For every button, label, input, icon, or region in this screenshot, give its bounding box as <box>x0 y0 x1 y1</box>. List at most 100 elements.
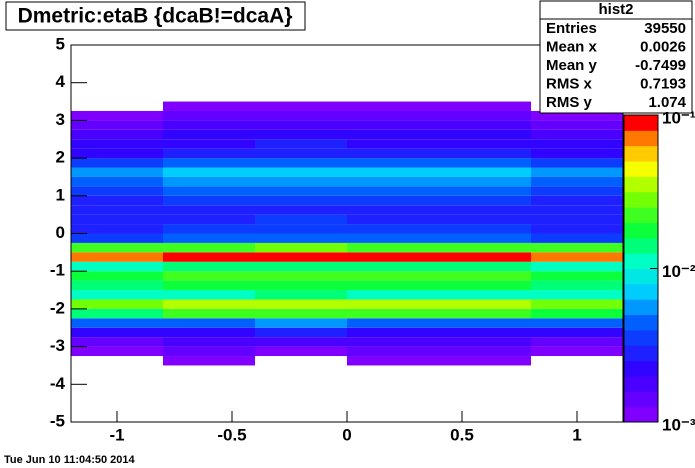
cell <box>255 233 347 243</box>
palette-step <box>624 130 658 147</box>
cell <box>531 205 623 215</box>
cell <box>439 261 531 272</box>
z-tick-label: 10⁻³ <box>662 415 695 434</box>
cell <box>439 356 531 366</box>
cell <box>255 242 347 253</box>
cell <box>255 158 347 168</box>
chart-title: Dmetric:etaB {dcaB!=dcaA} <box>18 5 293 28</box>
cell <box>163 299 255 309</box>
palette-step <box>624 391 658 408</box>
y-tick-label: 3 <box>56 110 65 129</box>
palette-step <box>624 314 658 331</box>
cell <box>255 139 347 149</box>
cell <box>71 346 163 357</box>
cell <box>347 214 439 225</box>
cell <box>531 346 623 357</box>
stats-label: Mean x <box>546 38 598 55</box>
x-tick-label: 0.5 <box>450 425 474 444</box>
y-tick-label: 2 <box>56 148 65 167</box>
cell <box>163 308 255 319</box>
cell <box>347 129 439 140</box>
cell <box>71 110 163 121</box>
cell <box>71 139 163 149</box>
cell <box>255 129 347 140</box>
cell <box>163 224 255 234</box>
cell <box>255 261 347 272</box>
palette-step <box>624 145 658 162</box>
cell <box>255 290 347 300</box>
cell <box>71 327 163 338</box>
cell <box>531 214 623 225</box>
cell <box>347 148 439 159</box>
cell <box>531 280 623 291</box>
cell <box>163 337 255 347</box>
cell <box>347 110 439 121</box>
cell <box>71 233 163 243</box>
cell <box>347 167 439 177</box>
cell <box>163 101 255 111</box>
cell <box>71 337 163 347</box>
cell <box>531 195 623 206</box>
cell <box>439 186 531 196</box>
cell <box>255 337 347 347</box>
palette-step <box>624 161 658 177</box>
cell <box>163 205 255 215</box>
cell <box>71 271 163 281</box>
palette-step <box>624 222 658 239</box>
cell <box>347 308 439 319</box>
cell <box>71 205 163 215</box>
cell <box>347 242 439 253</box>
cell <box>531 299 623 309</box>
cell <box>255 176 347 187</box>
y-tick-label: -4 <box>50 374 66 393</box>
stats-label: Mean y <box>546 57 598 74</box>
cell <box>255 148 347 159</box>
cell <box>255 186 347 196</box>
cell <box>347 186 439 196</box>
cell <box>71 290 163 300</box>
y-tick-label: 1 <box>56 185 65 204</box>
cell <box>163 186 255 196</box>
cell <box>531 148 623 159</box>
cell <box>347 356 439 366</box>
palette-step <box>624 375 658 392</box>
cell <box>531 242 623 253</box>
cell <box>255 271 347 281</box>
palette-step <box>624 207 658 223</box>
cell <box>439 271 531 281</box>
cell <box>347 205 439 215</box>
cell <box>255 346 347 357</box>
cell <box>347 290 439 300</box>
cell <box>347 346 439 357</box>
cell <box>163 110 255 121</box>
cell <box>163 290 255 300</box>
cell <box>163 327 255 338</box>
cell <box>531 167 623 177</box>
cell <box>439 195 531 206</box>
cell <box>71 214 163 225</box>
cell <box>255 327 347 338</box>
cell <box>163 139 255 149</box>
cell <box>531 337 623 347</box>
cell <box>163 280 255 291</box>
y-tick-label: 0 <box>56 223 65 242</box>
stats-value: -0.7499 <box>635 57 686 74</box>
cell <box>71 195 163 206</box>
cell <box>439 327 531 338</box>
palette-step <box>624 360 658 377</box>
cell <box>439 242 531 253</box>
z-tick-label: 10⁻² <box>662 262 695 281</box>
cell <box>439 308 531 319</box>
cell <box>531 158 623 168</box>
cell <box>163 120 255 130</box>
cell <box>163 176 255 187</box>
cell <box>347 271 439 281</box>
z-tick-label: 10⁻¹ <box>662 108 695 127</box>
cell <box>347 280 439 291</box>
stats-value: 39550 <box>644 20 686 37</box>
y-tick-label: -1 <box>50 261 65 280</box>
cell <box>439 318 531 328</box>
cell <box>531 252 623 262</box>
palette-step <box>624 283 658 300</box>
palette-step <box>624 191 658 208</box>
